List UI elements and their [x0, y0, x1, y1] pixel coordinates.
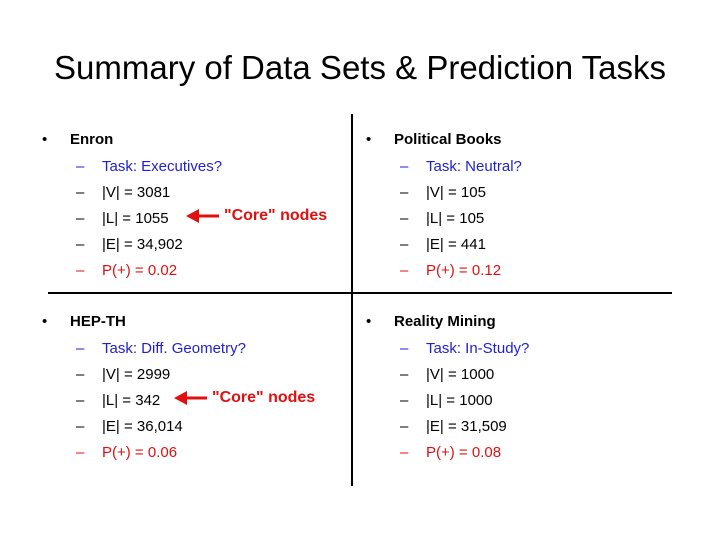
- edge-count-item: – |E| = 441: [366, 232, 666, 258]
- vertical-divider: [351, 114, 353, 486]
- dash-icon: –: [400, 210, 409, 227]
- positive-prob-item: – P(+) = 0.12: [366, 258, 666, 284]
- positive-prob-item: – P(+) = 0.02: [42, 258, 342, 284]
- task-item: – Task: In-Study?: [366, 336, 666, 362]
- task-text: Task: Neutral?: [426, 158, 522, 175]
- core-nodes-annotation: "Core" nodes: [186, 207, 327, 225]
- bullet-icon: •: [42, 313, 48, 330]
- labeled-count-item: – |L| = 1055: [42, 206, 342, 232]
- positive-prob-text: P(+) = 0.06: [102, 444, 178, 461]
- dash-icon: –: [76, 392, 85, 409]
- dataset-name: Enron: [70, 131, 114, 148]
- labeled-count-item: – |L| = 105: [366, 206, 666, 232]
- dash-icon: –: [400, 392, 409, 409]
- horizontal-divider: [48, 292, 672, 294]
- dash-icon: –: [76, 210, 85, 227]
- edge-count-item: – |E| = 31,509: [366, 414, 666, 440]
- quadrant-hep-th: • HEP-TH – Task: Diff. Geometry? – |V| =…: [42, 310, 342, 466]
- dash-icon: –: [400, 366, 409, 383]
- quadrant-reality-mining: • Reality Mining – Task: In-Study? – |V|…: [366, 310, 666, 466]
- positive-prob-text: P(+) = 0.02: [102, 262, 178, 279]
- edge-count-text: |E| = 441: [426, 236, 486, 253]
- edge-count-text: |E| = 34,902: [102, 236, 183, 253]
- task-text: Task: Executives?: [102, 158, 223, 175]
- vertex-count-item: – |V| = 1000: [366, 362, 666, 388]
- labeled-count-item: – |L| = 1000: [366, 388, 666, 414]
- edge-count-item: – |E| = 34,902: [42, 232, 342, 258]
- labeled-count-text: |L| = 105: [426, 210, 485, 227]
- dash-icon: –: [400, 158, 409, 175]
- positive-prob-item: – P(+) = 0.06: [42, 440, 342, 466]
- dash-icon: –: [400, 418, 409, 435]
- slide-title: Summary of Data Sets & Prediction Tasks: [54, 49, 666, 86]
- dataset-heading: • Reality Mining: [366, 310, 666, 334]
- quadrant-enron: • Enron – Task: Executives? – |V| = 3081…: [42, 128, 342, 284]
- dash-icon: –: [400, 444, 409, 461]
- edge-count-item: – |E| = 36,014: [42, 414, 342, 440]
- vertex-count-text: |V| = 105: [426, 184, 486, 201]
- positive-prob-item: – P(+) = 0.08: [366, 440, 666, 466]
- quadrant-political-books: • Political Books – Task: Neutral? – |V|…: [366, 128, 666, 284]
- edge-count-text: |E| = 31,509: [426, 418, 507, 435]
- dataset-heading: • Political Books: [366, 128, 666, 152]
- labeled-count-item: – |L| = 342: [42, 388, 342, 414]
- vertex-count-text: |V| = 3081: [102, 184, 171, 201]
- bullet-icon: •: [42, 131, 48, 148]
- dataset-name: Reality Mining: [394, 313, 496, 330]
- positive-prob-text: P(+) = 0.08: [426, 444, 502, 461]
- bullet-icon: •: [366, 313, 372, 330]
- positive-prob-text: P(+) = 0.12: [426, 262, 502, 279]
- vertex-count-text: |V| = 2999: [102, 366, 171, 383]
- core-nodes-label: "Core" nodes: [212, 389, 316, 406]
- dash-icon: –: [76, 418, 85, 435]
- dash-icon: –: [76, 366, 85, 383]
- task-text: Task: Diff. Geometry?: [102, 340, 246, 357]
- vertex-count-item: – |V| = 2999: [42, 362, 342, 388]
- task-text: Task: In-Study?: [426, 340, 530, 357]
- edge-count-text: |E| = 36,014: [102, 418, 183, 435]
- dash-icon: –: [76, 184, 85, 201]
- dash-icon: –: [76, 262, 85, 279]
- dash-icon: –: [400, 184, 409, 201]
- core-nodes-label: "Core" nodes: [224, 207, 328, 224]
- dash-icon: –: [76, 158, 85, 175]
- task-item: – Task: Diff. Geometry?: [42, 336, 342, 362]
- core-nodes-annotation: "Core" nodes: [174, 389, 315, 407]
- dataset-heading: • Enron: [42, 128, 342, 152]
- labeled-count-text: |L| = 342: [102, 392, 161, 409]
- bullet-icon: •: [366, 131, 372, 148]
- vertex-count-item: – |V| = 3081: [42, 180, 342, 206]
- left-arrow-icon: [186, 209, 219, 223]
- labeled-count-text: |L| = 1000: [426, 392, 493, 409]
- labeled-count-text: |L| = 1055: [102, 210, 169, 227]
- dash-icon: –: [76, 236, 85, 253]
- task-item: – Task: Neutral?: [366, 154, 666, 180]
- dataset-name: Political Books: [394, 131, 502, 148]
- dash-icon: –: [400, 262, 409, 279]
- dash-icon: –: [76, 340, 85, 357]
- vertex-count-text: |V| = 1000: [426, 366, 495, 383]
- left-arrow-icon: [174, 391, 207, 405]
- dash-icon: –: [400, 340, 409, 357]
- vertex-count-item: – |V| = 105: [366, 180, 666, 206]
- dash-icon: –: [400, 236, 409, 253]
- dataset-heading: • HEP-TH: [42, 310, 342, 334]
- dash-icon: –: [76, 444, 85, 461]
- task-item: – Task: Executives?: [42, 154, 342, 180]
- dataset-name: HEP-TH: [70, 313, 126, 330]
